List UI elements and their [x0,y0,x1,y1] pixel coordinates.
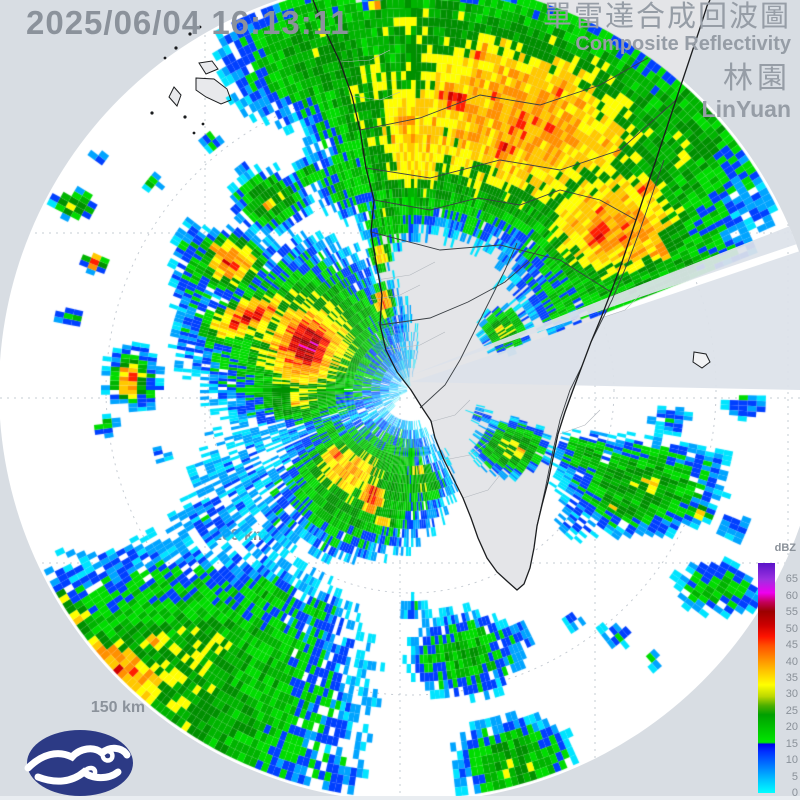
bottom-edge-strip [0,796,800,800]
colorbar-tick-label: 60 [785,589,798,602]
penghu-outlines [168,60,232,107]
timestamp: 2025/06/04 16:13:11 [26,4,350,41]
dbz-colorbar: dBZ 65 60 55 50 45 40 35 30 25 20 15 10 5 0 [756,540,800,800]
blocked-sector-wedge [411,251,800,390]
taiwan-coastline [312,0,711,591]
colorbar-tick-label: 65 [785,573,798,586]
map-strokes [150,0,711,591]
cwb-logo-ellipse [27,730,133,796]
product-title-en: Composite Reflectivity [575,33,791,56]
colorbar-tick-label: 25 [785,704,798,717]
colorbar-tick-label: 0 [791,787,798,799]
cwb-logo-swirl [24,744,131,785]
product-title-zh: 單雷達合成回波圖 [542,1,791,33]
colorbar-tick-label: 55 [785,606,798,619]
lanyu-island [692,351,711,369]
colorbar-tick-label: 5 [791,770,798,783]
station-name-en: LinYuan [701,95,791,122]
range-labels-over: 150 km [91,699,145,716]
colorbar-tick-label: 35 [785,672,798,684]
colorbar-unit-label: dBZ [774,542,796,554]
colorbar-tick-label: 30 [785,688,798,701]
product-title-block: 單雷達合成回波圖 Composite Reflectivity 林園 LinYu… [542,1,791,122]
colorbar-gradient [758,563,775,793]
small-islets [150,25,205,135]
cwb-logo [24,730,133,796]
range-label: 150 km [91,699,145,716]
township-borders [339,49,641,499]
county-borders [359,57,677,527]
blocked-sector-wedge [411,222,800,375]
colorbar-tick-label: 20 [785,721,798,734]
colorbar-tick-label: 50 [785,622,798,635]
colorbar-tick-label: 10 [785,754,798,767]
colorbar-tick-label: 45 [785,639,798,652]
station-name-zh: 林園 [723,62,791,96]
colorbar-tick-label: 15 [785,737,798,750]
colorbar-tick-label: 40 [785,655,798,668]
